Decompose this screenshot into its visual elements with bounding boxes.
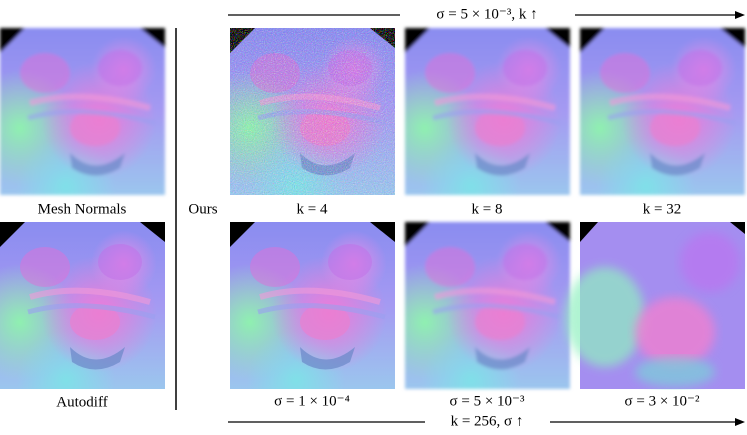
autodiff-image — [0, 222, 165, 389]
result-image — [230, 222, 395, 389]
bottom-arrow — [228, 418, 745, 426]
result-image — [565, 222, 745, 389]
top-row-label: k = 32 — [643, 201, 681, 217]
mesh-normals-image — [0, 28, 165, 195]
ours-label: Ours — [188, 201, 217, 217]
left-label: Mesh Normals — [38, 201, 127, 217]
bottom-row-label: σ = 1 × 10⁻⁴ — [274, 393, 350, 409]
result-image — [580, 28, 745, 195]
top-row-label: k = 8 — [472, 201, 503, 217]
top-row-label: k = 4 — [297, 201, 328, 217]
result-image — [405, 28, 570, 195]
left-label: Autodiff — [56, 394, 107, 410]
bottom-row-label: σ = 5 × 10⁻³ — [450, 393, 525, 409]
result-image — [405, 222, 570, 389]
bottom-row-label: σ = 3 × 10⁻² — [625, 393, 700, 409]
bottom-caption: k = 256, σ ↑ — [451, 413, 524, 429]
result-image — [230, 28, 395, 195]
top-caption: σ = 5 × 10⁻³, k ↑ — [436, 6, 537, 22]
top-arrow — [228, 11, 745, 19]
